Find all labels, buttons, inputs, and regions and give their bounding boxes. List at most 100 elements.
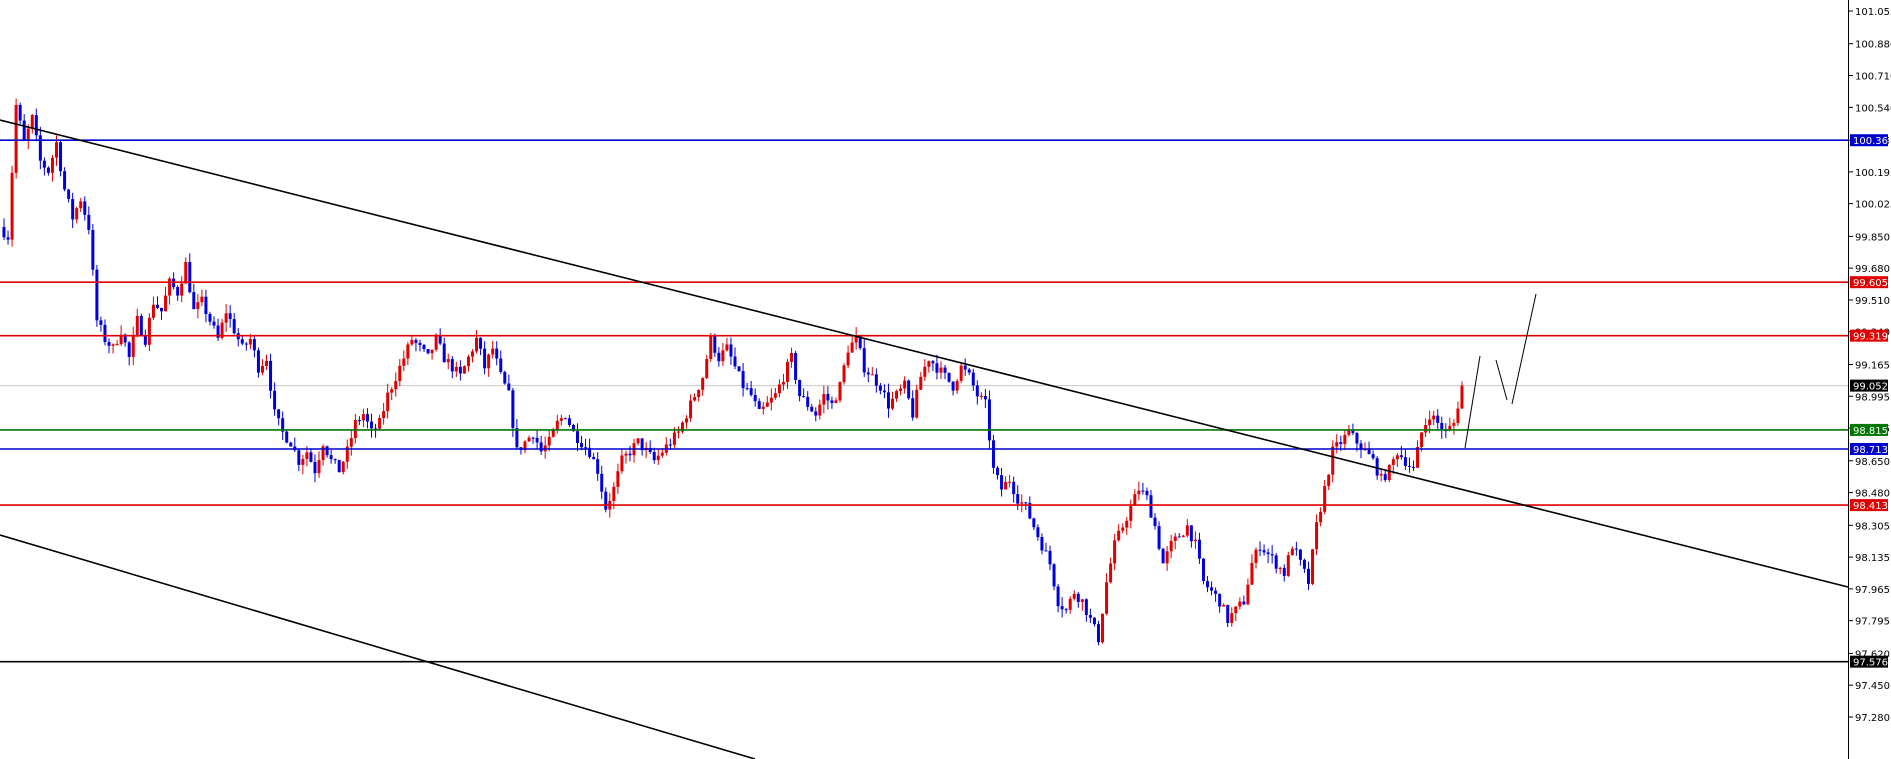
price-tag — [1850, 499, 1888, 512]
price-tag-label: 99.319 — [1853, 332, 1888, 343]
candle-body — [256, 350, 260, 373]
candle-body — [1359, 443, 1363, 450]
candle-body — [765, 402, 769, 407]
candle-body — [713, 335, 717, 353]
candle-body — [1282, 567, 1286, 576]
candle-body — [418, 342, 422, 345]
price-axis[interactable]: 101.055 100.880 100.710 100.540 100.364 100.1… — [1848, 7, 1891, 724]
candle-body — [192, 292, 196, 310]
candle-body — [1145, 490, 1149, 496]
axis-tick-label: 99.680 — [1855, 264, 1890, 275]
candle-body — [559, 418, 563, 421]
candle-body — [931, 361, 935, 364]
axis-tick-label: 98.305 — [1855, 521, 1890, 532]
candle-body — [689, 400, 693, 419]
candle-body — [325, 446, 329, 456]
candle-body — [563, 418, 567, 420]
candle-body — [951, 381, 955, 391]
candle-body — [1121, 527, 1125, 531]
candle-body — [899, 388, 903, 391]
projection-leg-3 — [1511, 293, 1537, 405]
candle-body — [737, 366, 741, 372]
candle-body — [814, 411, 818, 416]
candle-body — [1016, 494, 1020, 504]
candle-body — [584, 447, 588, 449]
candle-body — [850, 342, 854, 353]
candle-body — [1339, 442, 1343, 444]
candle-body — [1286, 555, 1290, 576]
candle-body — [123, 334, 127, 343]
candle-body — [1044, 550, 1048, 552]
candle-body — [1109, 563, 1113, 583]
candle-body — [967, 369, 971, 373]
price-tag-label: 98.413 — [1853, 501, 1888, 512]
candle-body — [1371, 454, 1375, 459]
candle-body — [1189, 525, 1193, 542]
candle-body — [1076, 593, 1080, 602]
candle-body — [903, 380, 907, 389]
candle-body — [927, 361, 931, 367]
candle-body — [834, 400, 838, 404]
candle-body — [111, 344, 115, 346]
candle-body — [535, 437, 539, 443]
price-tag-label: 98.713 — [1853, 445, 1888, 456]
candle-body — [55, 142, 59, 158]
candle-body — [753, 394, 757, 402]
lower-trendline[interactable] — [0, 534, 756, 759]
candle-body — [353, 420, 357, 439]
candle-body — [979, 396, 983, 398]
candle-body — [1387, 465, 1391, 481]
projection-path[interactable] — [1464, 293, 1537, 449]
candle-body — [1165, 551, 1169, 564]
candle-body — [1274, 555, 1278, 569]
candle-body — [1311, 549, 1315, 584]
candle-body — [991, 440, 995, 468]
candle-body — [265, 360, 269, 366]
candle-body — [466, 356, 470, 367]
candle-body — [422, 344, 426, 350]
candle-body — [600, 473, 604, 492]
candle-body — [475, 337, 479, 352]
candle-body — [1036, 527, 1040, 538]
candle-body — [1407, 465, 1411, 467]
price-tag — [1850, 423, 1888, 436]
candle-body — [2, 227, 6, 238]
candle-body — [1416, 447, 1420, 468]
candle-body — [398, 365, 402, 382]
candle-body — [18, 104, 22, 121]
candle-body — [495, 348, 499, 359]
candle-body — [939, 367, 943, 373]
candle-body — [321, 446, 325, 461]
candle-body — [1173, 536, 1177, 541]
candle-body — [430, 349, 434, 354]
candle-body — [59, 142, 63, 172]
candle-body — [196, 302, 200, 310]
candle-body — [1206, 581, 1210, 588]
candle-body — [1214, 590, 1218, 594]
price-tag — [1850, 443, 1888, 456]
candle-body — [1197, 539, 1201, 559]
projection-leg-2 — [1495, 359, 1508, 401]
candle-body — [434, 334, 438, 350]
candle-body — [652, 452, 656, 461]
candle-body — [212, 321, 216, 326]
upper-trendline[interactable] — [0, 119, 1849, 588]
candle-body — [248, 338, 252, 345]
candle-body — [1436, 415, 1440, 423]
candle-body — [628, 453, 632, 456]
candle-body — [1383, 474, 1387, 481]
candle-body — [1226, 605, 1230, 623]
candle-body — [891, 398, 895, 409]
candle-body — [915, 389, 919, 418]
candle-body — [862, 348, 866, 373]
candle-body — [866, 372, 870, 375]
candle-body — [640, 438, 644, 451]
candle-body — [406, 344, 410, 359]
candle-body — [555, 420, 559, 430]
candle-body — [1020, 502, 1024, 504]
candle-body — [1262, 550, 1266, 553]
candle-body — [1306, 568, 1310, 584]
candle-body — [499, 358, 503, 373]
candle-body — [515, 428, 519, 448]
